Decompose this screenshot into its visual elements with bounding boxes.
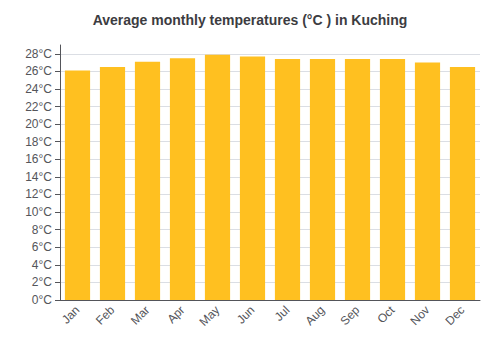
svg-text:May: May — [197, 303, 223, 329]
svg-text:26°C: 26°C — [25, 64, 52, 78]
svg-text:6°C: 6°C — [32, 240, 52, 254]
svg-text:Average monthly temperatures (: Average monthly temperatures (°C ) in Ku… — [93, 12, 408, 28]
svg-text:22°C: 22°C — [25, 100, 52, 114]
svg-text:Apr: Apr — [164, 303, 187, 326]
svg-text:8°C: 8°C — [32, 223, 52, 237]
svg-text:Mar: Mar — [128, 303, 153, 327]
svg-text:Dec: Dec — [442, 303, 467, 328]
svg-text:Jun: Jun — [234, 303, 258, 327]
svg-text:0°C: 0°C — [32, 293, 52, 307]
svg-text:Aug: Aug — [302, 303, 327, 328]
svg-text:16°C: 16°C — [25, 152, 52, 166]
svg-text:Jan: Jan — [59, 303, 83, 327]
svg-text:24°C: 24°C — [25, 82, 52, 96]
svg-text:2°C: 2°C — [32, 275, 52, 289]
svg-text:Jul: Jul — [272, 303, 293, 324]
svg-text:20°C: 20°C — [25, 117, 52, 131]
svg-text:10°C: 10°C — [25, 205, 52, 219]
svg-text:14°C: 14°C — [25, 170, 52, 184]
svg-text:12°C: 12°C — [25, 187, 52, 201]
svg-text:Sep: Sep — [337, 303, 362, 328]
svg-text:28°C: 28°C — [25, 47, 52, 61]
svg-text:Nov: Nov — [407, 303, 432, 328]
svg-text:Feb: Feb — [93, 303, 118, 328]
svg-text:4°C: 4°C — [32, 258, 52, 272]
svg-text:Oct: Oct — [374, 303, 398, 327]
svg-text:18°C: 18°C — [25, 135, 52, 149]
